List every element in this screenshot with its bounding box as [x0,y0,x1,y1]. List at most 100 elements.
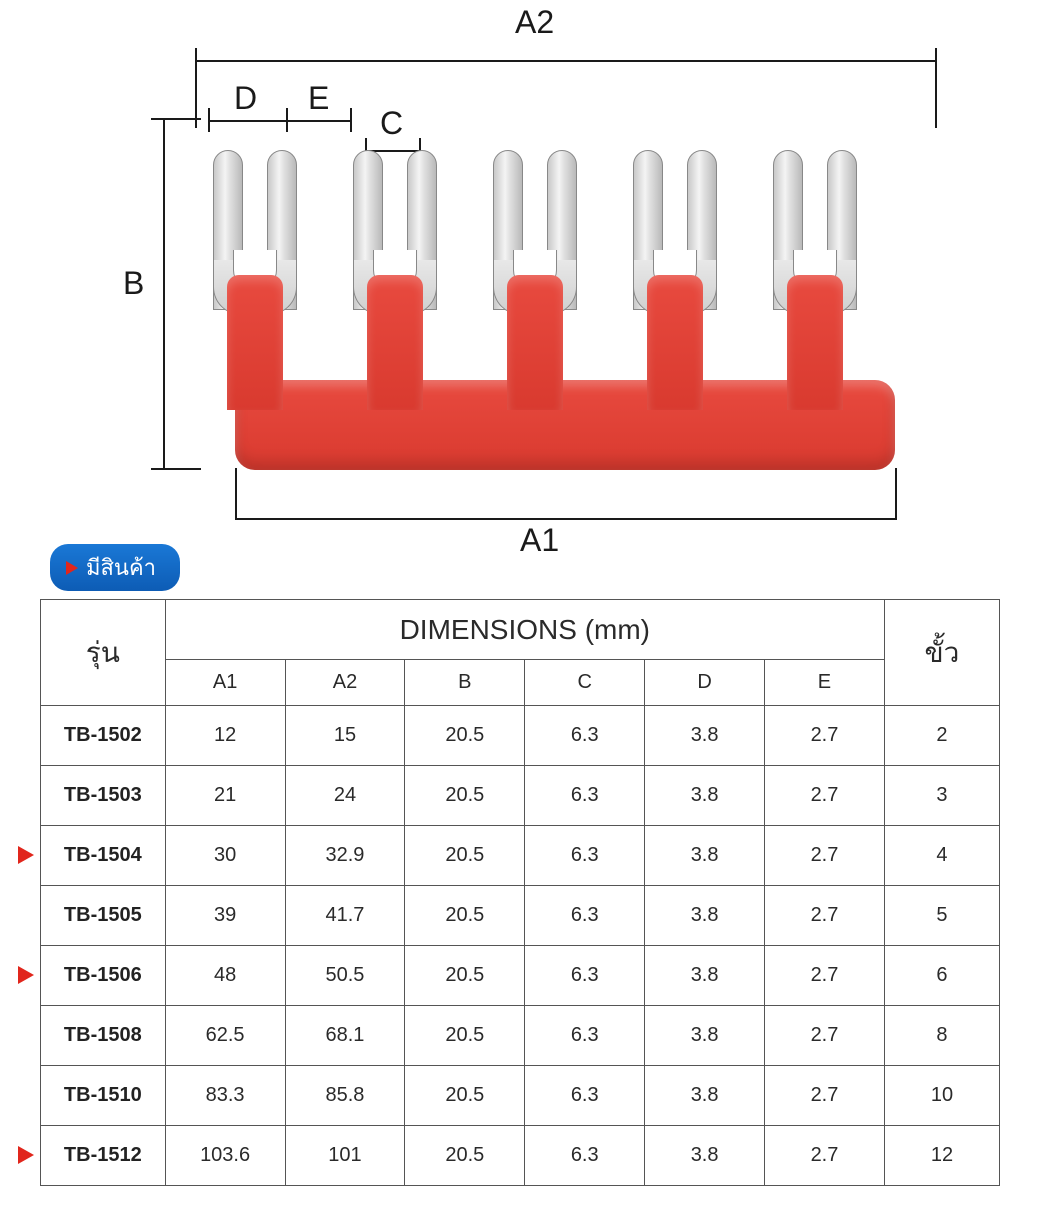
cell-b: 20.5 [405,946,525,1006]
cell-a1: 30 [165,826,285,886]
in-stock-marker-icon [18,846,34,864]
cell-poles: 5 [884,886,999,946]
cell-a1: 83.3 [165,1066,285,1126]
col-header-a1: A1 [165,660,285,706]
cell-poles: 3 [884,766,999,826]
triangle-icon [66,561,78,575]
cell-poles: 8 [884,1006,999,1066]
dim-label-a2: A2 [515,4,554,41]
cell-poles: 2 [884,706,999,766]
cell-poles: 10 [884,1066,999,1126]
cell-c: 6.3 [525,826,645,886]
cell-poles: 4 [884,826,999,886]
in-stock-marker-icon [18,1146,34,1164]
col-header-d: D [645,660,765,706]
table-row: TB-1502121520.56.33.82.72 [41,706,1000,766]
dim-label-a1: A1 [520,522,559,559]
cell-model: TB-1505 [41,886,166,946]
dim-line-a1 [235,518,895,520]
table-row: TB-15064850.520.56.33.82.76 [41,946,1000,1006]
cell-d: 3.8 [645,826,765,886]
cell-e: 2.7 [765,826,885,886]
cell-a1: 62.5 [165,1006,285,1066]
cell-b: 20.5 [405,1126,525,1186]
dim-line-a2 [195,60,935,62]
table-row: TB-150862.568.120.56.33.82.78 [41,1006,1000,1066]
cell-e: 2.7 [765,766,885,826]
product-fork [625,150,725,410]
cell-model: TB-1508 [41,1006,166,1066]
page: A2 D E C B [0,0,1040,1216]
product-illustration [195,115,935,470]
col-header-model: รุ่น [41,600,166,706]
cell-c: 6.3 [525,706,645,766]
product-fork [765,150,865,410]
cell-b: 20.5 [405,706,525,766]
cell-d: 3.8 [645,1006,765,1066]
cell-a2: 68.1 [285,1006,405,1066]
dim-label-d: D [234,80,257,117]
cell-a2: 85.8 [285,1066,405,1126]
cell-model: TB-1506 [41,946,166,1006]
cell-a1: 39 [165,886,285,946]
cell-a2: 50.5 [285,946,405,1006]
col-header-poles: ขั้ว [884,600,999,706]
cell-d: 3.8 [645,766,765,826]
dim-label-b: B [123,265,144,302]
table-row: TB-151083.385.820.56.33.82.710 [41,1066,1000,1126]
cell-model: TB-1510 [41,1066,166,1126]
cell-b: 20.5 [405,766,525,826]
cell-b: 20.5 [405,1006,525,1066]
cell-a2: 15 [285,706,405,766]
cell-d: 3.8 [645,946,765,1006]
table-row: TB-15043032.920.56.33.82.74 [41,826,1000,886]
table-row: TB-15053941.720.56.33.82.75 [41,886,1000,946]
cell-c: 6.3 [525,766,645,826]
cell-c: 6.3 [525,1126,645,1186]
cell-c: 6.3 [525,946,645,1006]
cell-a1: 103.6 [165,1126,285,1186]
col-header-b: B [405,660,525,706]
cell-a1: 12 [165,706,285,766]
product-fork [485,150,585,410]
dim-label-e: E [308,80,329,117]
cell-model: TB-1512 [41,1126,166,1186]
cell-c: 6.3 [525,886,645,946]
cell-e: 2.7 [765,1126,885,1186]
cell-b: 20.5 [405,826,525,886]
cell-a1: 48 [165,946,285,1006]
cell-model: TB-1504 [41,826,166,886]
cell-e: 2.7 [765,1006,885,1066]
col-header-a2: A2 [285,660,405,706]
cell-e: 2.7 [765,886,885,946]
cell-d: 3.8 [645,706,765,766]
dimensions-table-wrap: รุ่น DIMENSIONS (mm) ขั้ว A1 A2 B C D E … [40,599,1000,1186]
cell-model: TB-1502 [41,706,166,766]
cell-a1: 21 [165,766,285,826]
col-header-c: C [525,660,645,706]
cell-e: 2.7 [765,946,885,1006]
cell-c: 6.3 [525,1006,645,1066]
in-stock-badge: มีสินค้า [50,544,180,591]
cell-poles: 6 [884,946,999,1006]
cell-c: 6.3 [525,1066,645,1126]
product-fork [205,150,305,410]
cell-b: 20.5 [405,1066,525,1126]
product-fork [345,150,445,410]
in-stock-marker-icon [18,966,34,984]
dimension-diagram: A2 D E C B [45,10,995,540]
cell-d: 3.8 [645,1126,765,1186]
cell-e: 2.7 [765,1066,885,1126]
cell-d: 3.8 [645,1066,765,1126]
cell-a2: 32.9 [285,826,405,886]
cell-poles: 12 [884,1126,999,1186]
dim-line-b [163,118,165,470]
cell-model: TB-1503 [41,766,166,826]
cell-a2: 24 [285,766,405,826]
col-header-e: E [765,660,885,706]
table-row: TB-1512103.610120.56.33.82.712 [41,1126,1000,1186]
col-header-dimensions: DIMENSIONS (mm) [165,600,884,660]
table-row: TB-1503212420.56.33.82.73 [41,766,1000,826]
cell-b: 20.5 [405,886,525,946]
cell-a2: 101 [285,1126,405,1186]
